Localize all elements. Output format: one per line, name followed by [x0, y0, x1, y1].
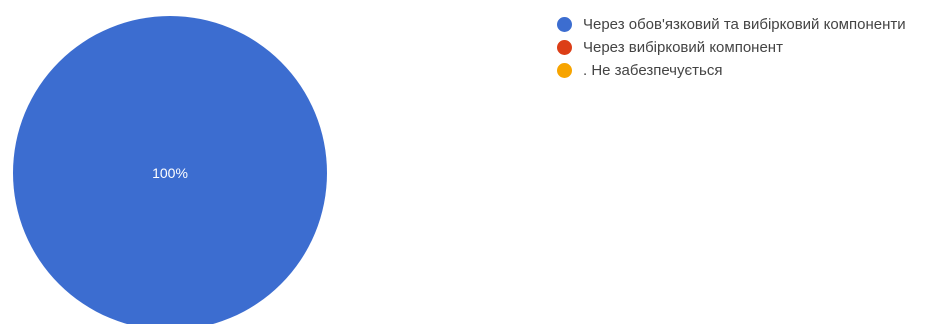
legend-item-elective[interactable]: Через вибірковий компонент: [557, 37, 917, 58]
legend-item-not-provided[interactable]: . Не забезпечується: [557, 60, 917, 81]
pie-chart: 100%: [13, 16, 327, 324]
pie-slice-mandatory-and-elective[interactable]: [13, 16, 327, 324]
legend-swatch-mandatory-and-elective: [557, 17, 572, 32]
legend-label-not-provided: . Не забезпечується: [583, 62, 723, 79]
legend-label-mandatory-and-elective: Через обов'язковий та вибірковий компоне…: [583, 16, 906, 33]
chart-legend: Через обов'язковий та вибірковий компоне…: [557, 14, 917, 83]
legend-item-mandatory-and-elective[interactable]: Через обов'язковий та вибірковий компоне…: [557, 14, 917, 35]
legend-swatch-elective: [557, 40, 572, 55]
legend-label-elective: Через вибірковий компонент: [583, 39, 783, 56]
legend-swatch-not-provided: [557, 63, 572, 78]
pie-slice-label-mandatory-and-elective: 100%: [152, 165, 188, 181]
